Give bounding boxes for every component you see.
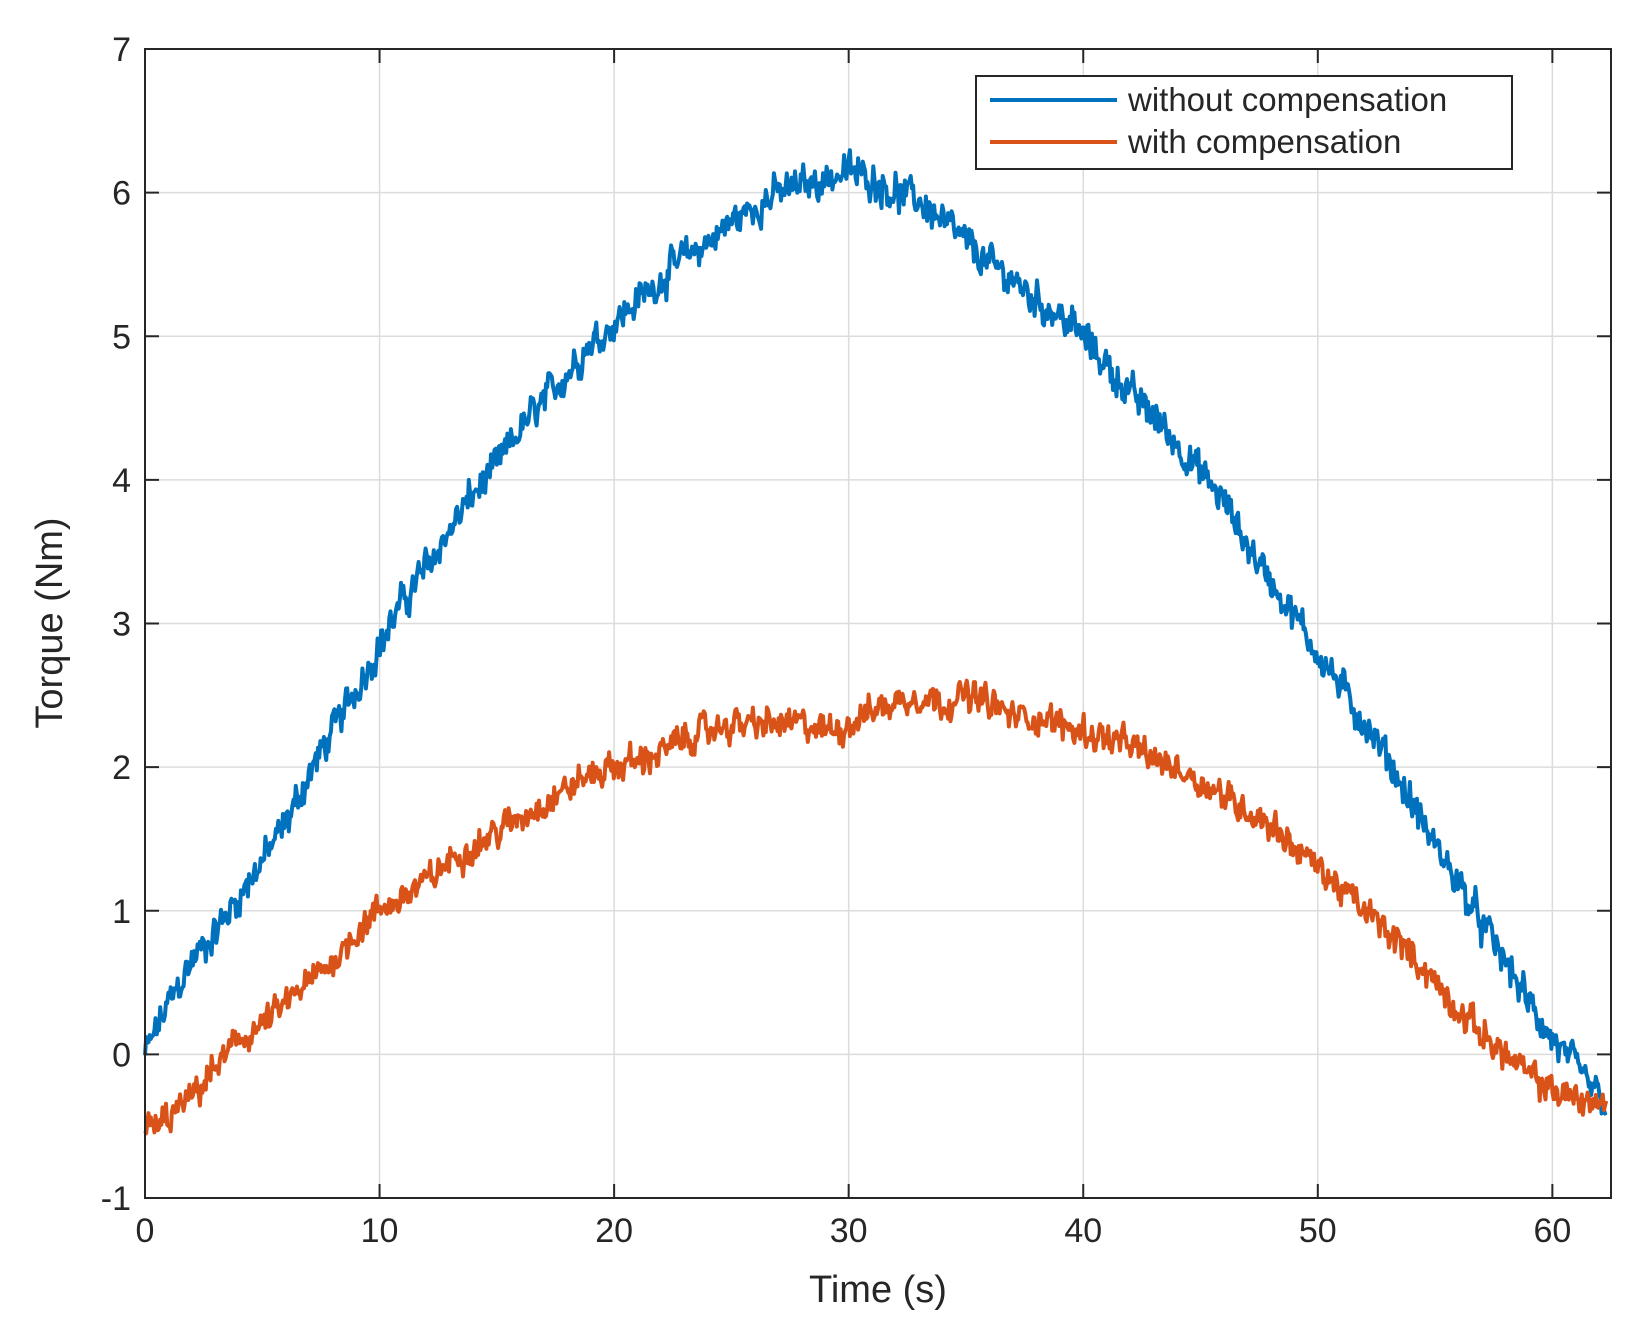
x-tick-label: 0: [136, 1212, 155, 1250]
y-axis-label: Torque (Nm): [29, 517, 71, 728]
legend-label-without-compensation: without compensation: [1127, 81, 1447, 118]
x-tick-label: 50: [1299, 1212, 1337, 1250]
y-tick-label: 6: [112, 175, 131, 213]
series-line-with-compensation: [143, 678, 1609, 1136]
y-tick-label: 4: [112, 462, 131, 500]
legend: without compensation with compensation: [975, 75, 1513, 170]
y-tick-label: -1: [101, 1180, 131, 1218]
series-line-without-compensation: [143, 148, 1608, 1116]
x-tick-label: 30: [830, 1212, 868, 1250]
x-tick-label: 20: [595, 1212, 633, 1250]
y-tick-label: 1: [112, 893, 131, 931]
y-tick-label: 2: [112, 749, 131, 787]
series-lines: [143, 148, 1609, 1136]
y-tick-label: 5: [112, 318, 131, 356]
y-tick-label: 3: [112, 606, 131, 644]
x-tick-label: 40: [1064, 1212, 1102, 1250]
legend-box: [975, 75, 1513, 170]
legend-label-with-compensation: with compensation: [1127, 123, 1401, 160]
x-tick-label: 60: [1533, 1212, 1571, 1250]
x-tick-label: 10: [361, 1212, 399, 1250]
x-axis-label: Time (s): [809, 1269, 947, 1311]
y-tick-label: 0: [112, 1036, 131, 1074]
y-tick-label: 7: [112, 31, 131, 69]
axis-ticks: [144, 48, 1611, 1199]
